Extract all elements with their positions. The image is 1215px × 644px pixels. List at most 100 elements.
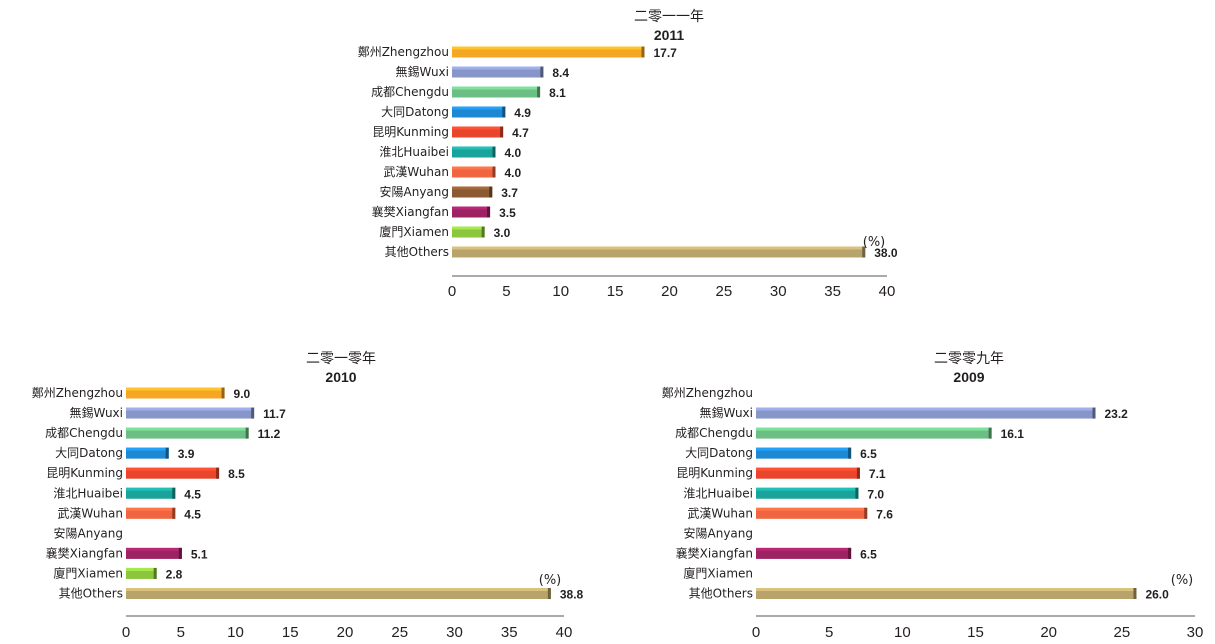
bar-end-cap [251,407,255,419]
category-label: 鄭州Zhengzhou [32,385,123,400]
category-label: 無錫Wuxi [700,405,753,420]
x-tick-label: 40 [556,624,573,641]
bar-highlight [126,547,182,551]
value-label: 2.8 [166,567,183,581]
value-label: 23.2 [1104,407,1128,421]
bar-highlight [452,46,645,50]
bar [452,186,493,198]
bar [126,447,169,459]
bar-highlight [756,447,852,451]
category-label: 無錫Wuxi [396,64,449,79]
value-label: 8.5 [228,467,245,481]
bar-highlight [756,487,859,491]
category-label: 安陽Anyang [684,525,754,540]
x-tick-label: 40 [879,283,896,300]
bar [452,206,491,218]
bar-body [756,447,852,459]
chart-2011: 二零一一年 2011 鄭州Zhengzhou 17.7 無錫Wuxi 8.4 成都Cheng… [358,9,898,300]
bar-highlight [756,427,992,431]
bar-body [756,507,868,519]
category-label: 武漢Wuhan [57,506,123,520]
bar [452,46,645,58]
bar [126,427,249,439]
x-tick-label: 20 [1040,624,1057,641]
category-label: 武漢Wuhan [687,506,753,520]
bar-body [452,126,504,138]
bar-end-cap [216,467,220,479]
bar [126,507,176,519]
bar-body [756,487,859,499]
bar-highlight [452,206,491,210]
x-tick-label: 5 [177,624,185,641]
bar-end-cap [500,126,504,138]
bar [756,427,992,439]
value-label: 3.7 [501,186,518,200]
bar-body [756,547,852,559]
bar [126,387,225,399]
x-tick-label: 25 [391,624,408,641]
bar-end-cap [1133,588,1137,599]
x-tick-label: 35 [824,283,841,300]
category-label: 大同Datong [381,105,449,119]
x-tick-label: 5 [825,624,833,641]
category-label: 武漢Wuhan [383,165,449,179]
x-tick-label: 15 [967,624,984,641]
category-label: 安陽Anyang [380,184,450,199]
bar [452,146,496,158]
bar-body [756,407,1096,419]
bar [452,66,544,78]
value-label: 8.1 [549,86,566,100]
category-label: 昆明Kunming [676,466,753,480]
bar-highlight [452,226,485,230]
bar-body [452,206,491,218]
bar [126,547,182,559]
bar-end-cap [641,46,645,58]
value-label: 6.5 [860,547,877,561]
category-label: 淮北Huaibei [53,486,123,500]
chart-year: 2011 [654,27,685,43]
bar-end-cap [492,166,496,178]
bar-highlight [126,588,551,591]
bar-highlight [126,507,176,511]
chart-title: 二零一一年 [634,9,704,25]
bar-highlight [452,106,506,110]
category-label: 襄樊Xiangfan [372,204,449,219]
x-tick-label: 5 [502,283,510,300]
x-tick-label: 20 [337,624,354,641]
category-label: 大同Datong [55,446,123,460]
bar-end-cap [172,507,176,519]
bar [452,86,541,98]
bar-end-cap [165,447,169,459]
bar [452,106,506,118]
bar-body [452,46,645,58]
bar [452,166,496,178]
bar [452,246,866,258]
chart-year: 2010 [325,369,356,385]
category-label: 其他Others [689,587,753,601]
category-label: 安陽Anyang [54,525,124,540]
bar [756,487,859,499]
bar-end-cap [848,547,852,559]
category-label: 昆明Kunming [372,125,449,139]
category-label: 襄樊Xiangfan [676,545,753,560]
bar-end-cap [988,427,992,439]
bar-end-cap [489,186,493,198]
value-label: 7.6 [876,507,893,521]
bar-body [452,106,506,118]
bar-end-cap [172,487,176,499]
bar-end-cap [540,66,544,78]
value-label: 4.7 [512,126,529,140]
x-tick-label: 0 [122,624,130,641]
bar-end-cap [547,588,551,599]
value-label: 8.4 [552,66,569,80]
bar-highlight [756,547,852,551]
bar-end-cap [245,427,249,439]
bar-end-cap [864,507,868,519]
category-label: 成都Chengdu [371,85,449,99]
bar-highlight [126,447,169,451]
bar-highlight [126,407,255,411]
bar-end-cap [502,106,506,118]
category-label: 昆明Kunming [46,466,123,480]
category-label: 大同Datong [685,446,753,460]
